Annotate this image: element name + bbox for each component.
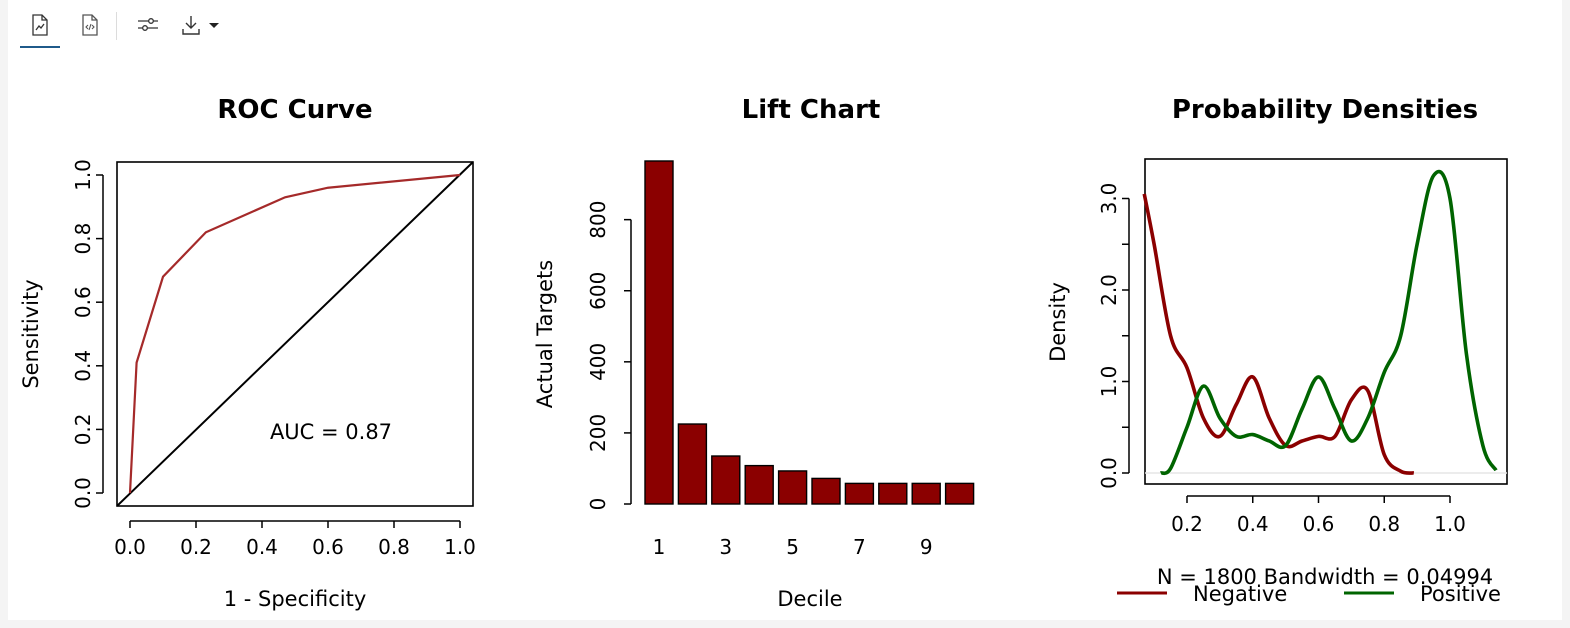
- density-y-tick-label: 0.0: [1097, 457, 1121, 489]
- roc-x-axis: 0.0 0.2 0.4 0.6 0.8 1.0: [114, 520, 476, 559]
- roc-x-tick-label: 0.0: [114, 535, 146, 559]
- roc-x-tick-label: 0.2: [180, 535, 212, 559]
- density-y-axis: 0.0 1.0 2.0 3.0: [1097, 183, 1130, 489]
- lift-bar: [677, 423, 708, 505]
- lift-y-axis: 0 200 400 600 800: [586, 201, 632, 511]
- roc-curve-line: [128, 173, 461, 494]
- lift-x-tick-label: 9: [920, 535, 933, 559]
- legend-negative-label: Negative: [1193, 582, 1287, 606]
- lift-bar: [744, 464, 774, 505]
- lift-y-tick-label: 200: [586, 414, 610, 452]
- density-y-tick-label: 1.0: [1097, 366, 1121, 398]
- lift-chart: Lift Chart 0 200 400 600 800 1 3 5 7 9 Decile Ac…: [533, 95, 975, 611]
- roc-x-tick-label: 0.6: [312, 535, 344, 559]
- density-positive-curve: [1159, 169, 1498, 476]
- density-x-axis: 0.2 0.4 0.6 0.8 1.0: [1171, 495, 1466, 536]
- density-x-tick-label: 0.2: [1171, 512, 1203, 536]
- report-chart-view-button[interactable]: [20, 6, 60, 44]
- density-y-tick-label: 2.0: [1097, 274, 1121, 306]
- density-x-label: N = 1800 Bandwidth = 0.04994: [1157, 565, 1493, 589]
- report-panel: [8, 0, 1562, 620]
- lift-bar: [911, 482, 941, 505]
- roc-chart: ROC Curve 0.0 0.2 0.4 0.6 0.8 1.0 0.00.20.40.…: [19, 95, 476, 611]
- lift-x-tick-label: 3: [719, 535, 732, 559]
- roc-y-tick-label: 1.0: [71, 159, 95, 191]
- roc-x-label: 1 - Specificity: [224, 587, 367, 611]
- roc-y-tick-label: 0.8: [71, 223, 95, 255]
- roc-y-tick-label: 0.4: [71, 350, 95, 382]
- density-x-tick-label: 0.8: [1368, 512, 1400, 536]
- lift-x-tick-label: 7: [853, 535, 866, 559]
- density-chart: Probability Densities 0.2 0.4 0.6 0.8 1.0 0.…: [1046, 95, 1508, 606]
- roc-plot-box: [116, 161, 474, 507]
- document-chart-icon: [32, 14, 48, 36]
- roc-x-tick-label: 0.4: [246, 535, 278, 559]
- caret-down-icon: [209, 23, 219, 28]
- lift-y-tick-label: 400: [586, 343, 610, 381]
- legend-positive-label: Positive: [1420, 582, 1501, 606]
- active-tab-indicator: [20, 46, 60, 48]
- roc-diagonal-line: [116, 161, 474, 507]
- lift-x-tick-label: 5: [786, 535, 799, 559]
- lift-x-tick-label: 1: [653, 535, 666, 559]
- roc-y-tick-label: 0.2: [71, 413, 95, 445]
- lift-bar: [811, 477, 841, 505]
- lift-bar: [944, 482, 975, 505]
- lift-y-tick-label: 600: [586, 272, 610, 310]
- roc-y-tick-label: 0.6: [71, 286, 95, 318]
- density-legend: Negative Positive: [1117, 582, 1501, 606]
- lift-x-ticks: 1 3 5 7 9: [653, 535, 933, 559]
- lift-y-tick-label: 0: [586, 498, 610, 511]
- density-chart-title: Probability Densities: [1172, 95, 1478, 125]
- roc-y-tick-label: 0.0: [71, 477, 95, 509]
- roc-y-axis: 0.0 0.2 0.4 0.6 0.8 1.0: [71, 159, 104, 509]
- lift-y-label: Actual Targets: [533, 260, 557, 408]
- density-negative-curve: [1142, 193, 1415, 475]
- sliders-icon: [138, 18, 158, 31]
- density-plot-box: [1144, 158, 1508, 485]
- density-y-label: Density: [1046, 282, 1070, 362]
- settings-button[interactable]: [128, 6, 168, 44]
- lift-y-tick-label: 800: [586, 201, 610, 239]
- lift-chart-title: Lift Chart: [742, 95, 881, 125]
- lift-bar: [777, 470, 808, 505]
- roc-x-tick-label: 1.0: [444, 535, 476, 559]
- lift-bar: [644, 160, 674, 505]
- density-y-tick-label: 3.0: [1097, 183, 1121, 215]
- download-button[interactable]: [174, 6, 226, 44]
- density-x-tick-label: 1.0: [1434, 512, 1466, 536]
- lift-bars: [644, 160, 975, 505]
- lift-bar: [711, 455, 741, 505]
- toolbar: [0, 0, 1570, 50]
- lift-x-label: Decile: [777, 587, 842, 611]
- toolbar-separator: [116, 12, 117, 40]
- lift-bar: [878, 482, 908, 505]
- density-x-tick-label: 0.4: [1237, 512, 1269, 536]
- roc-x-tick-label: 0.8: [378, 535, 410, 559]
- density-x-tick-label: 0.6: [1303, 512, 1335, 536]
- lift-bar: [844, 482, 875, 505]
- report-code-view-button[interactable]: [70, 6, 110, 44]
- roc-auc-label: AUC = 0.87: [270, 420, 392, 444]
- download-icon: [182, 16, 200, 35]
- roc-y-label: Sensitivity: [19, 279, 43, 388]
- document-code-icon: [82, 14, 98, 36]
- roc-chart-title: ROC Curve: [217, 95, 372, 125]
